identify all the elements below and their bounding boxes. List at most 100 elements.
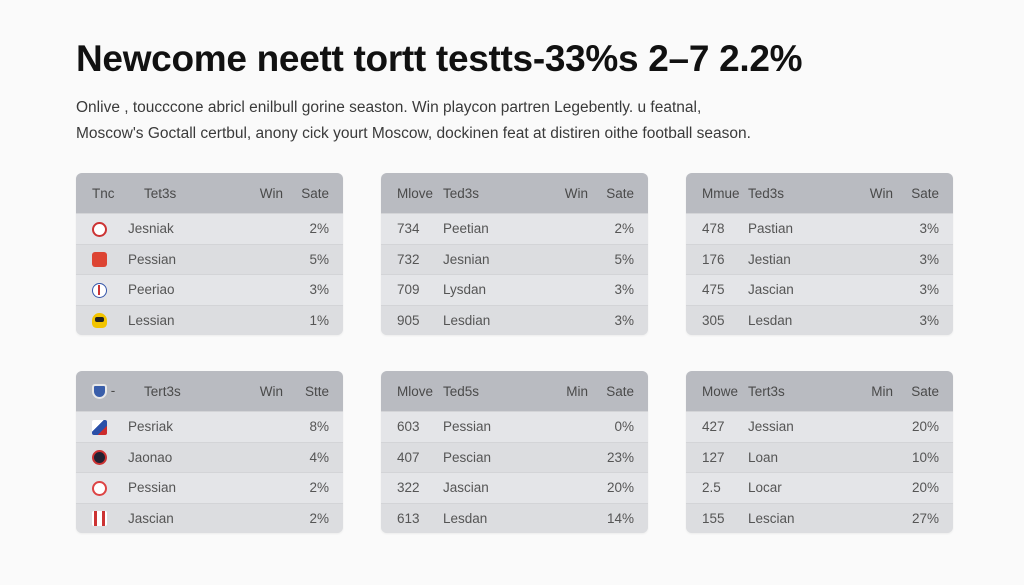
row-number: 407 <box>397 449 420 465</box>
team-name: Peeriao <box>128 282 175 298</box>
row-number: 478 <box>702 221 725 237</box>
table-row[interactable]: 155 Lescian 27% <box>686 502 953 533</box>
team-name: Loan <box>748 449 779 465</box>
sate-value: 2% <box>309 221 329 237</box>
column-header[interactable]: Ted3s <box>748 185 785 201</box>
sate-value: 20% <box>911 480 939 496</box>
column-header[interactable]: Ted5s <box>443 383 480 399</box>
standings-table-2: Mlove Ted3s Win Sate 734 Peetian 2% 732 … <box>381 173 648 335</box>
table-header: Mmue Ted3s Win Sate <box>686 173 953 213</box>
column-header[interactable]: Min <box>871 383 893 399</box>
team-name: Pessian <box>128 480 177 496</box>
standings-table-1: Tnc Tet3s Win Sate Jesniak 2% Pessian 5%… <box>76 173 343 335</box>
sate-value: 3% <box>919 251 939 267</box>
team-name: Jesnian <box>443 251 490 267</box>
column-header[interactable]: Win <box>564 185 588 201</box>
sate-value: 2% <box>614 221 634 237</box>
team-name: Lescian <box>748 510 795 526</box>
team-name: Jascian <box>443 480 489 496</box>
table-row[interactable]: 905 Lesdian 3% <box>381 304 648 335</box>
column-header[interactable]: Min <box>566 383 588 399</box>
column-header[interactable]: Mlove <box>397 185 434 201</box>
sate-value: 20% <box>606 480 634 496</box>
row-number: 734 <box>397 221 420 237</box>
sate-value: 23% <box>606 449 634 465</box>
table-header: - Tert3s Win Stte <box>76 371 343 411</box>
table-row[interactable]: 478 Pastian 3% <box>686 213 953 244</box>
column-header[interactable]: Tert3s <box>144 383 181 399</box>
sate-value: 10% <box>911 449 939 465</box>
table-row[interactable]: 2.5 Locar 20% <box>686 472 953 503</box>
table-row[interactable]: Lessian 1% <box>76 304 343 335</box>
table-row[interactable]: 427 Jessian 20% <box>686 411 953 442</box>
column-header[interactable]: Win <box>259 383 283 399</box>
table-row[interactable]: Peeriao 3% <box>76 274 343 305</box>
subtitle-line: Moscow's Goctall certbul, anony cick you… <box>76 125 751 142</box>
table-row[interactable]: Pesriak 8% <box>76 411 343 442</box>
club-crest-icon <box>92 313 107 329</box>
team-name: Jestian <box>748 251 791 267</box>
sate-value: 2% <box>309 480 329 496</box>
sate-value: 8% <box>309 419 329 435</box>
column-header[interactable]: Sate <box>606 383 634 399</box>
team-name: Lysdan <box>443 282 487 298</box>
column-header[interactable]: - <box>110 383 116 399</box>
table-row[interactable]: Pessian 2% <box>76 472 343 503</box>
team-name: Pesriak <box>128 419 174 435</box>
sate-value: 0% <box>614 419 634 435</box>
column-header[interactable]: Win <box>259 185 283 201</box>
team-name: Jessian <box>748 419 794 435</box>
table-row[interactable]: 603 Pessian 0% <box>381 411 648 442</box>
table-row[interactable]: 322 Jascian 20% <box>381 472 648 503</box>
row-number: 475 <box>702 282 725 298</box>
team-name: Lesdian <box>443 312 491 328</box>
column-header[interactable]: Tnc <box>92 185 115 201</box>
column-header[interactable]: Stte <box>304 383 329 399</box>
team-name: Jaonao <box>128 449 173 465</box>
team-name: Jascian <box>748 282 794 298</box>
row-number: 176 <box>702 251 725 267</box>
table-row[interactable]: 176 Jestian 3% <box>686 243 953 274</box>
team-name: Peetian <box>443 221 489 237</box>
sate-value: 3% <box>309 282 329 298</box>
row-number: 603 <box>397 419 420 435</box>
column-header[interactable]: Win <box>869 185 893 201</box>
table-row[interactable]: 613 Lesdan 14% <box>381 502 648 533</box>
column-header[interactable]: Mlove <box>397 383 434 399</box>
column-header[interactable]: Mmue <box>702 185 740 201</box>
club-crest-icon <box>92 419 107 435</box>
team-name: Locar <box>748 480 782 496</box>
team-name: Lesdan <box>443 510 488 526</box>
club-crest-icon <box>92 450 107 466</box>
row-number: 613 <box>397 510 420 526</box>
column-header[interactable]: Mowe <box>702 383 739 399</box>
column-header[interactable]: Sate <box>911 383 939 399</box>
sate-value: 5% <box>309 251 329 267</box>
column-header[interactable]: Tet3s <box>144 185 177 201</box>
table-row[interactable]: Jesniak 2% <box>76 213 343 244</box>
row-number: 427 <box>702 419 725 435</box>
table-row[interactable]: 732 Jesnian 5% <box>381 243 648 274</box>
page-subtitle: Onlive , toucccone abricl enilbull gorin… <box>76 95 956 147</box>
table-row[interactable]: 127 Loan 10% <box>686 441 953 472</box>
column-header[interactable]: Sate <box>301 185 329 201</box>
sate-value: 3% <box>919 312 939 328</box>
column-header[interactable]: Tert3s <box>748 383 785 399</box>
row-number: 905 <box>397 312 420 328</box>
table-row[interactable]: 475 Jascian 3% <box>686 274 953 305</box>
club-crest-icon <box>92 383 107 399</box>
table-row[interactable]: Pessian 5% <box>76 243 343 274</box>
table-row[interactable]: 305 Lesdan 3% <box>686 304 953 335</box>
column-header[interactable]: Sate <box>911 185 939 201</box>
table-row[interactable]: Jascian 2% <box>76 502 343 533</box>
table-row[interactable]: 734 Peetian 2% <box>381 213 648 244</box>
table-row[interactable]: 709 Lysdan 3% <box>381 274 648 305</box>
sate-value: 1% <box>309 312 329 328</box>
table-row[interactable]: 407 Pescian 23% <box>381 441 648 472</box>
column-header[interactable]: Ted3s <box>443 185 480 201</box>
standings-table-5: Mlove Ted5s Min Sate 603 Pessian 0% 407 … <box>381 371 648 533</box>
sate-value: 14% <box>606 510 634 526</box>
club-crest-icon <box>92 282 107 298</box>
table-row[interactable]: Jaonao 4% <box>76 441 343 472</box>
column-header[interactable]: Sate <box>606 185 634 201</box>
